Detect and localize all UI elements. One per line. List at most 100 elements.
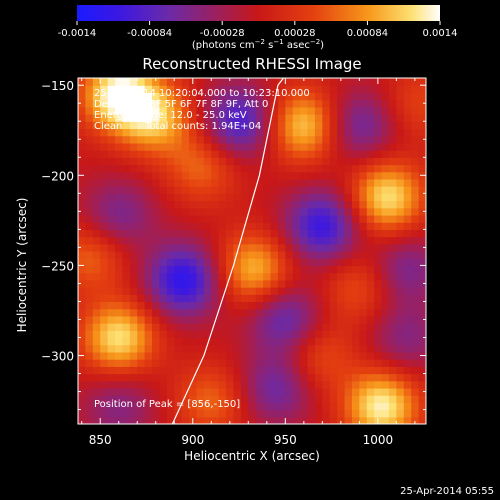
heatmap-cell xyxy=(181,186,190,194)
heatmap-cell xyxy=(233,92,242,101)
heatmap-cell xyxy=(255,128,264,137)
heatmap-cell xyxy=(226,416,235,424)
heatmap-cell xyxy=(314,308,323,317)
heatmap-cell xyxy=(115,380,124,389)
heatmap-cell xyxy=(359,395,368,403)
heatmap-cell xyxy=(152,135,161,144)
heatmap-cell xyxy=(92,243,101,252)
heatmap-cell xyxy=(337,351,346,360)
heatmap-cell xyxy=(403,85,412,94)
heatmap-cell xyxy=(403,416,412,424)
heatmap-cell xyxy=(285,99,294,108)
heatmap-cell xyxy=(174,193,183,202)
heatmap-cell xyxy=(263,279,272,288)
heatmap-cell xyxy=(226,214,235,223)
heatmap-cell xyxy=(329,330,338,339)
heatmap-cell xyxy=(270,380,279,389)
heatmap-cell xyxy=(137,164,146,173)
heatmap-cell xyxy=(226,171,235,180)
heatmap-cell xyxy=(411,114,420,122)
heatmap-cell xyxy=(226,251,235,259)
heatmap-cell xyxy=(240,265,249,274)
heatmap-cell xyxy=(85,387,94,396)
heatmap-cell xyxy=(159,359,168,367)
heatmap-cell xyxy=(107,222,116,230)
heatmap-cell xyxy=(248,380,257,389)
heatmap-cell xyxy=(388,402,397,411)
heatmap-cell xyxy=(218,402,227,411)
heatmap-cell xyxy=(240,301,249,310)
heatmap-cell xyxy=(85,178,94,187)
heatmap-cell xyxy=(122,78,131,86)
heatmap-cell xyxy=(85,200,94,209)
heatmap-cell xyxy=(374,92,383,101)
heatmap-cell xyxy=(240,402,249,411)
heatmap-cell xyxy=(78,251,87,259)
heatmap-cell xyxy=(344,171,353,180)
heatmap-cell xyxy=(300,359,309,367)
heatmap-cell xyxy=(381,106,390,115)
heatmap-cell xyxy=(381,301,390,310)
heatmap-cell xyxy=(388,164,397,173)
heatmap-cell xyxy=(374,157,383,166)
heatmap-cell xyxy=(418,402,426,411)
heatmap-cell xyxy=(411,366,420,375)
heatmap-cell xyxy=(285,178,294,187)
heatmap-cell xyxy=(344,330,353,339)
heatmap-cell xyxy=(263,214,272,223)
heatmap-cell xyxy=(307,402,316,411)
heatmap-cell xyxy=(203,272,212,281)
heatmap-cell xyxy=(344,344,353,353)
heatmap-cell xyxy=(374,308,383,317)
heatmap-cell xyxy=(152,214,161,223)
heatmap-cell xyxy=(240,186,249,194)
heatmap-cell xyxy=(85,164,94,173)
heatmap-cell xyxy=(152,359,161,367)
heatmap-cell xyxy=(314,243,323,252)
heatmap-cell xyxy=(122,164,131,173)
heatmap-cell xyxy=(174,106,183,115)
heatmap-cell xyxy=(263,416,272,424)
heatmap-cell xyxy=(107,78,116,86)
heatmap-cell xyxy=(381,366,390,375)
heatmap-cell xyxy=(203,387,212,396)
heatmap-cell xyxy=(292,85,301,94)
heatmap-cell xyxy=(189,178,198,187)
heatmap-cell xyxy=(329,128,338,137)
heatmap-cell xyxy=(300,351,309,360)
heatmap-cell xyxy=(322,301,331,310)
heatmap-cell xyxy=(366,121,375,130)
heatmap-cell xyxy=(388,178,397,187)
heatmap-cell xyxy=(159,258,168,267)
heatmap-cell xyxy=(92,92,101,101)
heatmap-cell xyxy=(359,416,368,424)
heatmap-cell xyxy=(263,366,272,375)
heatmap-cell xyxy=(92,236,101,245)
heatmap-cell xyxy=(144,164,153,173)
heatmap-cell xyxy=(351,236,360,245)
heatmap-cell xyxy=(411,315,420,324)
heatmap-cell xyxy=(122,121,131,130)
heatmap-cell xyxy=(344,186,353,194)
heatmap-cell xyxy=(285,366,294,375)
heatmap-cell xyxy=(300,121,309,130)
heatmap-cell xyxy=(159,416,168,424)
heatmap-cell xyxy=(85,315,94,324)
heatmap-cell xyxy=(292,229,301,238)
heatmap-cell xyxy=(351,308,360,317)
heatmap-cell xyxy=(411,142,420,151)
heatmap-cell xyxy=(211,193,220,202)
heatmap-cell xyxy=(107,279,116,288)
heatmap-cell xyxy=(418,78,426,86)
heatmap-cell xyxy=(159,193,168,202)
heatmap-cell xyxy=(248,251,257,259)
heatmap-cell xyxy=(329,222,338,230)
heatmap-cell xyxy=(314,272,323,281)
heatmap-cell xyxy=(218,207,227,216)
heatmap-cell xyxy=(92,387,101,396)
heatmap-cell xyxy=(218,114,227,122)
heatmap-cell xyxy=(129,380,138,389)
heatmap-cell xyxy=(277,251,286,259)
heatmap-cell xyxy=(122,106,131,115)
heatmap-cell xyxy=(144,178,153,187)
